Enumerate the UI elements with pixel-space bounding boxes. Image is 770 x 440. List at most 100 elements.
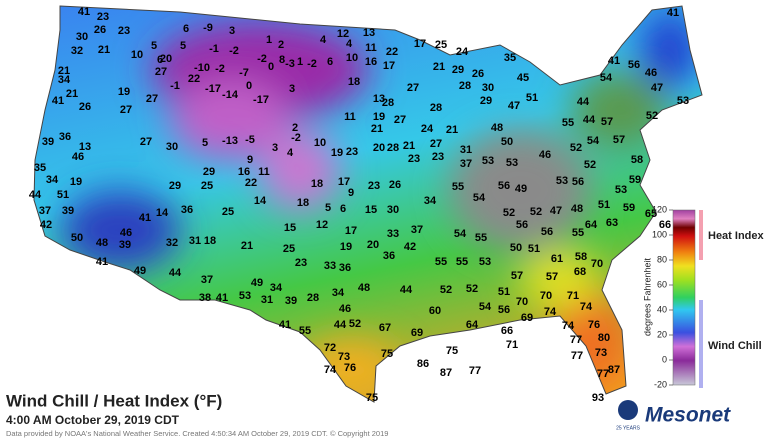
station-reading: 56 — [628, 59, 640, 71]
station-reading: 3 — [272, 142, 278, 154]
station-reading: 69 — [521, 312, 533, 324]
station-reading: 59 — [629, 174, 641, 186]
station-reading: 11 — [258, 166, 270, 178]
station-reading: 31 — [460, 144, 472, 156]
station-reading: -2 — [257, 53, 267, 65]
station-reading: -2 — [307, 58, 317, 70]
station-reading: 18 — [204, 235, 216, 247]
station-reading: 65 — [645, 208, 657, 220]
station-reading: 6 — [157, 54, 163, 66]
station-reading: 41 — [667, 7, 679, 19]
station-reading: -2 — [291, 132, 301, 144]
station-reading: 75 — [366, 392, 378, 404]
station-reading: 52 — [570, 142, 582, 154]
station-reading: 44 — [169, 267, 182, 279]
station-reading: 39 — [42, 136, 54, 148]
subtitle: 4:00 AM October 29, 2019 CDT — [6, 413, 180, 427]
station-reading: 74 — [324, 364, 337, 376]
station-reading: 25 — [201, 180, 213, 192]
station-reading: 13 — [363, 27, 375, 39]
station-reading: 19 — [340, 241, 352, 253]
station-reading: 70 — [591, 258, 603, 270]
station-reading: 30 — [166, 141, 178, 153]
station-reading: 15 — [284, 222, 296, 234]
station-reading: 39 — [285, 295, 297, 307]
station-reading: 51 — [526, 92, 538, 104]
station-reading: 29 — [480, 95, 492, 107]
station-reading: 73 — [338, 351, 350, 363]
station-reading: -2 — [229, 45, 239, 57]
station-reading: 29 — [169, 180, 181, 192]
station-reading: 19 — [331, 147, 343, 159]
station-reading: 57 — [613, 134, 625, 146]
station-reading: 47 — [508, 100, 520, 112]
station-reading: 49 — [515, 183, 527, 195]
station-reading: 41 — [216, 292, 228, 304]
station-reading: 21 — [241, 240, 253, 252]
station-reading: 41 — [279, 319, 291, 331]
station-reading: 53 — [556, 175, 568, 187]
station-reading: 41 — [96, 256, 108, 268]
station-reading: 30 — [76, 31, 88, 43]
station-reading: 5 — [180, 40, 186, 52]
station-reading: 76 — [588, 319, 600, 331]
station-reading: -2 — [215, 63, 225, 75]
tick-label: 60 — [657, 279, 667, 289]
station-reading: 28 — [387, 142, 399, 154]
station-reading: 21 — [371, 123, 383, 135]
station-reading: 44 — [583, 114, 596, 126]
station-reading: 51 — [598, 199, 610, 211]
station-reading: 19 — [70, 176, 82, 188]
station-reading: 21 — [98, 44, 110, 56]
station-reading: 66 — [501, 325, 513, 337]
station-reading: 36 — [339, 262, 351, 274]
station-reading: 19 — [118, 86, 130, 98]
station-reading: 55 — [562, 117, 574, 129]
station-reading: 44 — [577, 96, 590, 108]
station-reading: 0 — [268, 61, 274, 73]
tick-label: 120 — [652, 204, 667, 214]
station-reading: 35 — [34, 162, 46, 174]
station-reading: 55 — [572, 227, 584, 239]
station-reading: 34 — [270, 282, 283, 294]
station-reading: 53 — [239, 290, 251, 302]
station-reading: -14 — [222, 89, 239, 101]
station-reading: 54 — [454, 228, 467, 240]
station-reading: 21 — [58, 65, 70, 77]
station-reading: 22 — [386, 46, 398, 58]
station-reading: 56 — [572, 176, 584, 188]
logo-name: Mesonet — [645, 404, 731, 427]
station-reading: 54 — [479, 301, 492, 313]
station-reading: 34 — [332, 287, 345, 299]
station-reading: 61 — [551, 253, 563, 265]
station-reading: 27 — [407, 82, 419, 94]
station-reading: 59 — [623, 202, 635, 214]
station-reading: 23 — [432, 151, 444, 163]
station-reading: 31 — [189, 235, 201, 247]
station-reading: 70 — [516, 296, 528, 308]
station-reading: 1 — [266, 34, 272, 46]
station-reading: 77 — [469, 365, 481, 377]
station-reading: 58 — [575, 251, 587, 263]
station-reading: 52 — [584, 159, 596, 171]
station-reading: 14 — [254, 195, 267, 207]
station-reading: 77 — [571, 350, 583, 362]
station-reading: 39 — [119, 239, 131, 251]
station-reading: 53 — [677, 95, 689, 107]
station-reading: 49 — [134, 265, 146, 277]
station-reading: 37 — [201, 274, 213, 286]
colorbar — [672, 209, 696, 386]
station-reading: 47 — [651, 82, 663, 94]
station-reading: 54 — [600, 72, 613, 84]
title: Wind Chill / Heat Index (°F) — [6, 391, 222, 410]
station-reading: 12 — [316, 219, 328, 231]
station-reading: 64 — [466, 319, 479, 331]
station-reading: 48 — [491, 122, 503, 134]
station-reading: 37 — [411, 224, 423, 236]
station-reading: 48 — [96, 237, 108, 249]
station-reading: -7 — [239, 67, 249, 79]
station-reading: 33 — [387, 228, 399, 240]
station-reading: 53 — [482, 155, 494, 167]
station-reading: 23 — [346, 146, 358, 158]
station-reading: 23 — [97, 11, 109, 23]
